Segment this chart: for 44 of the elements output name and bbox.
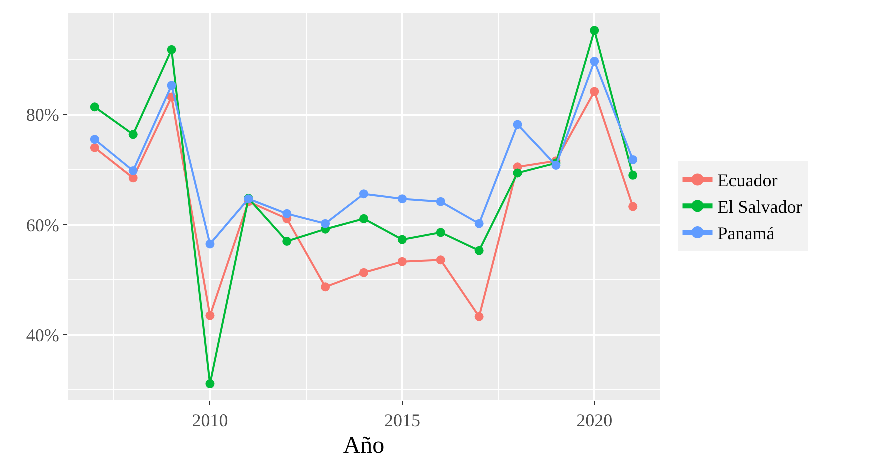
- point: [90, 143, 100, 152]
- point: [590, 56, 600, 66]
- point: [90, 135, 100, 144]
- y-tick-label: 40%: [26, 325, 60, 346]
- point: [436, 197, 446, 206]
- point: [513, 168, 522, 178]
- x-tick-label: 2020: [576, 410, 613, 431]
- point: [436, 228, 446, 238]
- point: [513, 120, 522, 130]
- point: [628, 202, 638, 212]
- point: [474, 219, 484, 228]
- x-tick-label: 2010: [192, 410, 228, 431]
- y-tick-label: 80%: [26, 105, 60, 126]
- point: [206, 240, 215, 249]
- point: [167, 45, 176, 54]
- point: [282, 236, 292, 246]
- point: [321, 282, 330, 292]
- point: [128, 130, 138, 140]
- x-axis-title: Año: [343, 432, 385, 459]
- point: [628, 170, 638, 180]
- y-tick-label: 60%: [26, 215, 60, 236]
- point: [398, 235, 407, 244]
- x-tick-label: 2015: [384, 410, 420, 431]
- point: [90, 102, 100, 112]
- point: [321, 219, 330, 228]
- point: [474, 246, 484, 256]
- point: [167, 81, 176, 90]
- point: [360, 190, 368, 199]
- legend-label: El Salvador: [718, 197, 802, 218]
- point: [360, 268, 368, 278]
- legend-label: Panamá: [718, 224, 775, 244]
- point: [474, 312, 484, 322]
- point: [128, 166, 138, 176]
- point: [206, 311, 215, 320]
- point: [282, 209, 292, 218]
- point: [360, 214, 368, 224]
- legend-label: Ecuador: [718, 170, 778, 191]
- point: [398, 257, 407, 266]
- point: [590, 26, 600, 36]
- point: [628, 155, 638, 164]
- point: [590, 87, 600, 96]
- point: [436, 256, 446, 265]
- point: [206, 380, 215, 389]
- point: [398, 194, 407, 204]
